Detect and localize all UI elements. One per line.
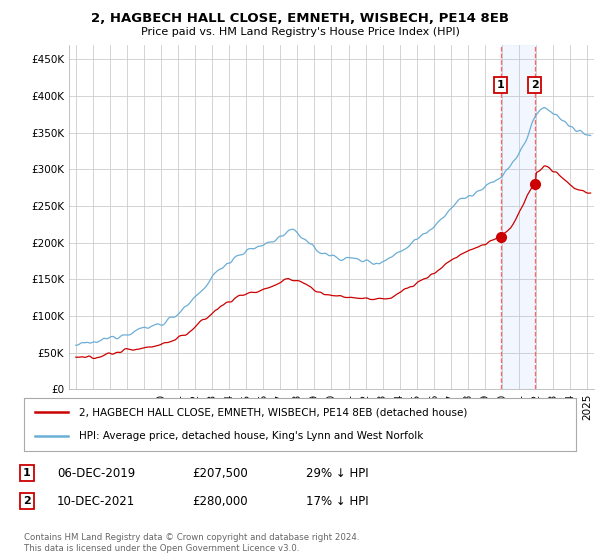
Text: Contains HM Land Registry data © Crown copyright and database right 2024.
This d: Contains HM Land Registry data © Crown c…	[24, 533, 359, 553]
Text: 10-DEC-2021: 10-DEC-2021	[57, 494, 135, 508]
Text: 17% ↓ HPI: 17% ↓ HPI	[306, 494, 368, 508]
Text: 1: 1	[23, 468, 31, 478]
Text: 2: 2	[23, 496, 31, 506]
Text: 2, HAGBECH HALL CLOSE, EMNETH, WISBECH, PE14 8EB (detached house): 2, HAGBECH HALL CLOSE, EMNETH, WISBECH, …	[79, 408, 467, 418]
Text: HPI: Average price, detached house, King's Lynn and West Norfolk: HPI: Average price, detached house, King…	[79, 431, 424, 441]
Text: 06-DEC-2019: 06-DEC-2019	[57, 466, 135, 480]
Text: Price paid vs. HM Land Registry's House Price Index (HPI): Price paid vs. HM Land Registry's House …	[140, 27, 460, 37]
Text: £280,000: £280,000	[192, 494, 248, 508]
Text: 29% ↓ HPI: 29% ↓ HPI	[306, 466, 368, 480]
Text: 1: 1	[497, 80, 505, 90]
Bar	[500, 45, 535, 389]
Text: 2, HAGBECH HALL CLOSE, EMNETH, WISBECH, PE14 8EB: 2, HAGBECH HALL CLOSE, EMNETH, WISBECH, …	[91, 12, 509, 25]
Text: 2: 2	[531, 80, 539, 90]
Text: £207,500: £207,500	[192, 466, 248, 480]
